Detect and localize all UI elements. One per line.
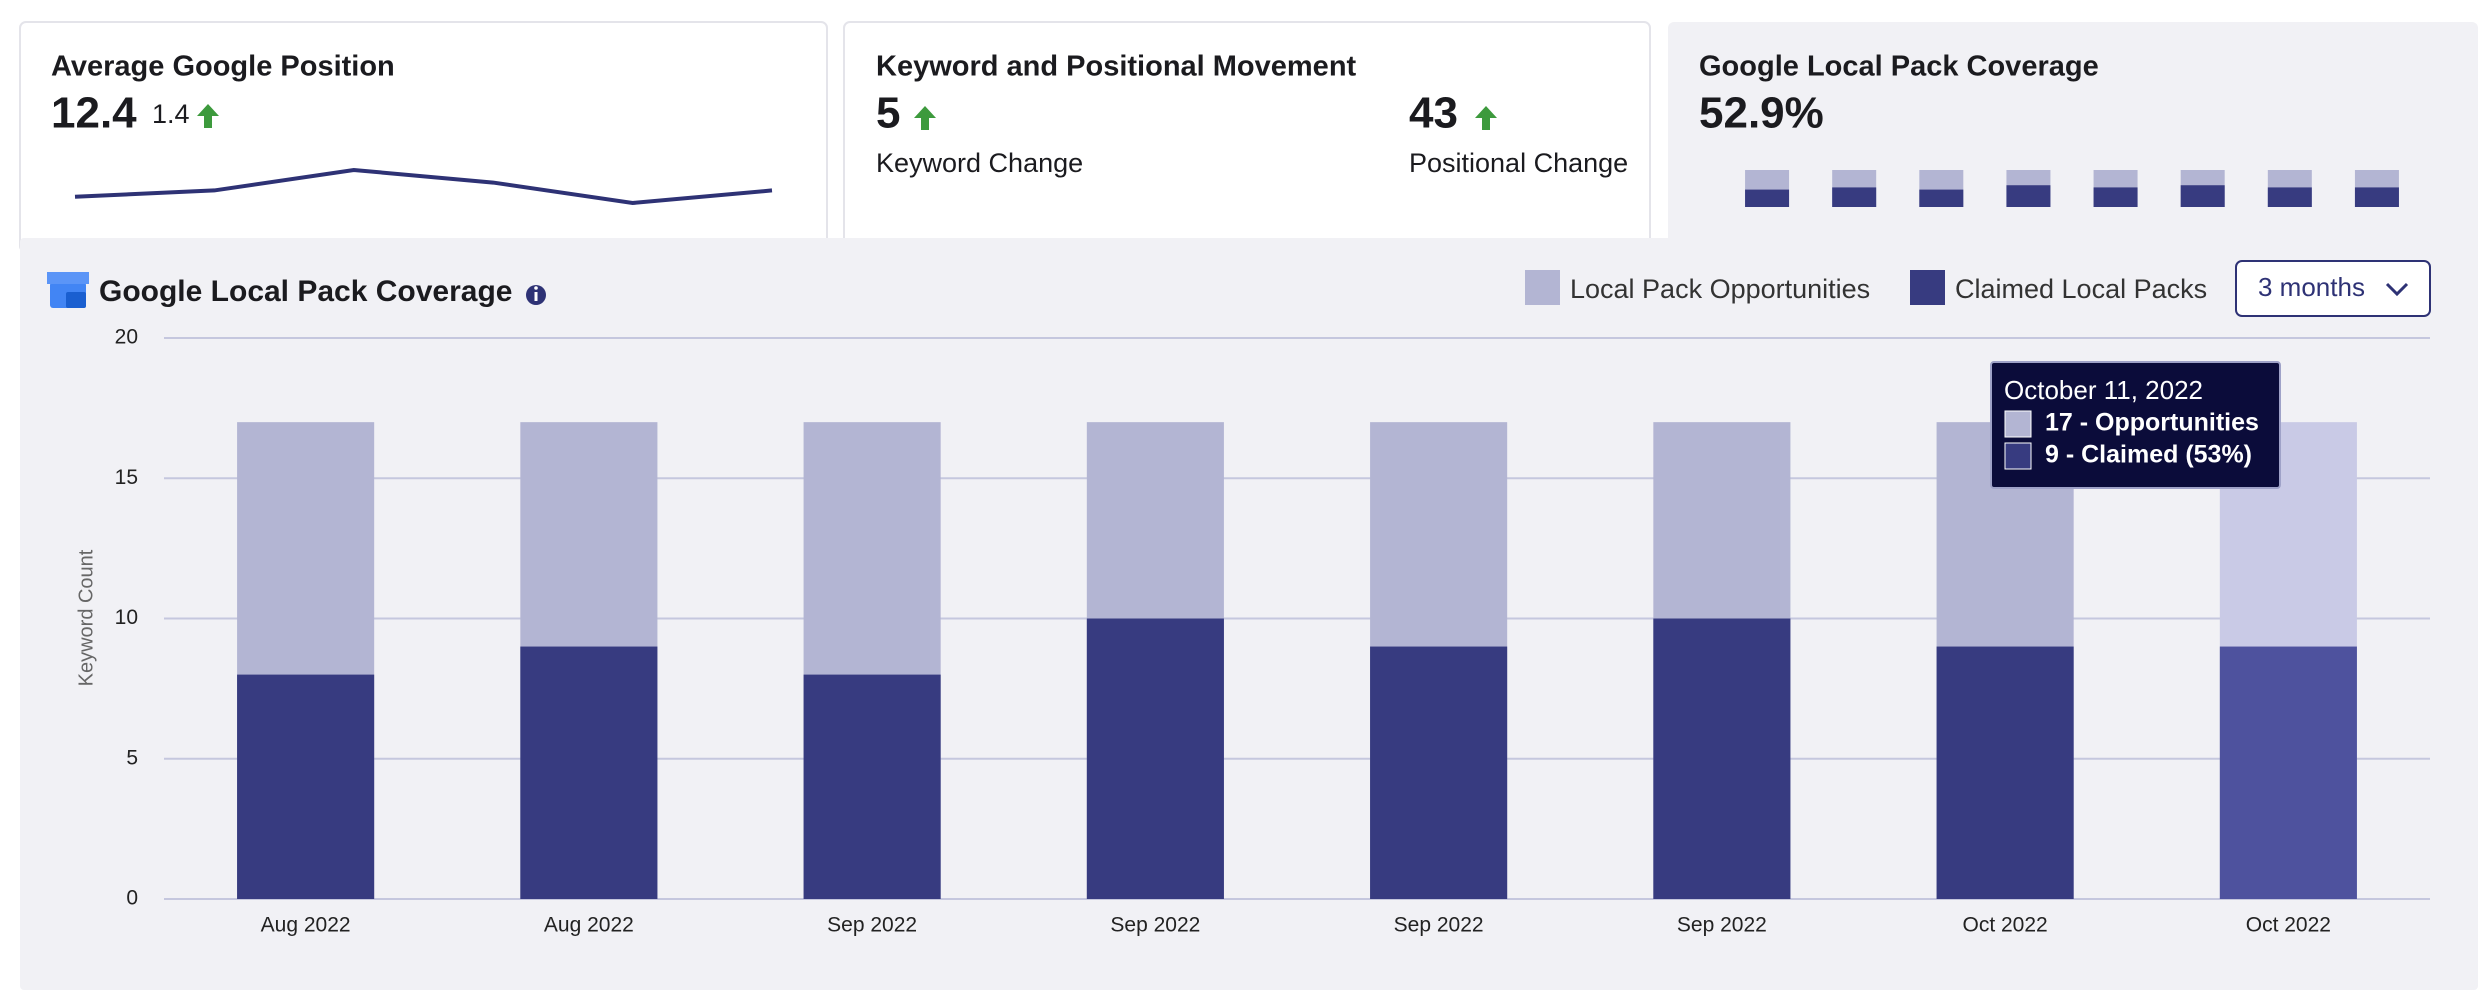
legend-label: Local Pack Opportunities bbox=[1570, 274, 1870, 304]
tooltip-swatch bbox=[2004, 442, 2032, 470]
up-arrow bbox=[1475, 106, 1497, 130]
gmb-icon bbox=[47, 272, 89, 308]
x-tick-label: Sep 2022 bbox=[827, 914, 917, 937]
bar bbox=[237, 674, 375, 899]
bar bbox=[2219, 646, 2357, 899]
bar bbox=[803, 674, 941, 899]
card-label: Keyword Change bbox=[876, 148, 1083, 178]
bar bbox=[520, 646, 658, 899]
range-dropdown[interactable] bbox=[2235, 260, 2431, 317]
tooltip-swatch bbox=[2004, 410, 2032, 438]
card-value: 43 bbox=[1409, 89, 1458, 138]
y-axis-label: Keyword Count bbox=[75, 549, 97, 686]
bar bbox=[1370, 646, 1508, 899]
y-tick-label: 10 bbox=[115, 606, 138, 629]
bar bbox=[1653, 618, 1791, 899]
x-tick-label: Aug 2022 bbox=[261, 914, 351, 937]
tooltip-date: October 11, 2022 bbox=[2004, 375, 2203, 405]
bar bbox=[1832, 187, 1877, 207]
sparkline bbox=[74, 167, 773, 206]
info-icon[interactable] bbox=[526, 285, 546, 305]
bar bbox=[2093, 187, 2138, 207]
card-value: 52.9% bbox=[1699, 89, 1824, 138]
up-arrow bbox=[914, 106, 936, 130]
bar bbox=[2180, 185, 2225, 207]
tooltip bbox=[1990, 361, 2281, 489]
bar bbox=[1919, 189, 1964, 207]
bar bbox=[1086, 618, 1224, 899]
card-title: Google Local Pack Coverage bbox=[1699, 51, 2099, 83]
range-label: 3 months bbox=[2258, 272, 2365, 302]
x-tick-label: Sep 2022 bbox=[1394, 914, 1484, 937]
y-tick-label: 0 bbox=[126, 887, 138, 910]
tooltip-row: 9 - Claimed (53%) bbox=[2045, 441, 2252, 469]
card-value: 12.4 bbox=[51, 89, 137, 138]
chart-title: Google Local Pack Coverage bbox=[99, 275, 512, 308]
tooltip-row: 17 - Opportunities bbox=[2045, 409, 2259, 437]
legend-label: Claimed Local Packs bbox=[1955, 274, 2207, 304]
x-tick-label: Oct 2022 bbox=[1963, 914, 2048, 937]
x-tick-label: Sep 2022 bbox=[1677, 914, 1767, 937]
bar bbox=[1936, 646, 2074, 899]
legend-swatch bbox=[1910, 270, 1945, 305]
bar bbox=[1745, 189, 1790, 207]
chart-panel bbox=[20, 238, 2478, 990]
card-title: Average Google Position bbox=[51, 51, 395, 83]
x-tick-label: Oct 2022 bbox=[2246, 914, 2331, 937]
legend-swatch bbox=[1525, 270, 1560, 305]
card-label: Positional Change bbox=[1409, 148, 1628, 178]
bar bbox=[2267, 187, 2312, 207]
bar bbox=[2354, 187, 2399, 207]
y-tick-label: 20 bbox=[115, 326, 138, 349]
card-change: 1.4 bbox=[152, 99, 190, 129]
card-title: Keyword and Positional Movement bbox=[876, 51, 1357, 83]
x-tick-label: Sep 2022 bbox=[1110, 914, 1200, 937]
chevron bbox=[2385, 282, 2409, 297]
card-value: 5 bbox=[876, 89, 900, 138]
y-tick-label: 5 bbox=[126, 746, 138, 769]
x-tick-label: Aug 2022 bbox=[544, 914, 634, 937]
up-arrow bbox=[197, 104, 219, 128]
y-tick-label: 15 bbox=[115, 466, 138, 489]
bar bbox=[2006, 185, 2051, 207]
